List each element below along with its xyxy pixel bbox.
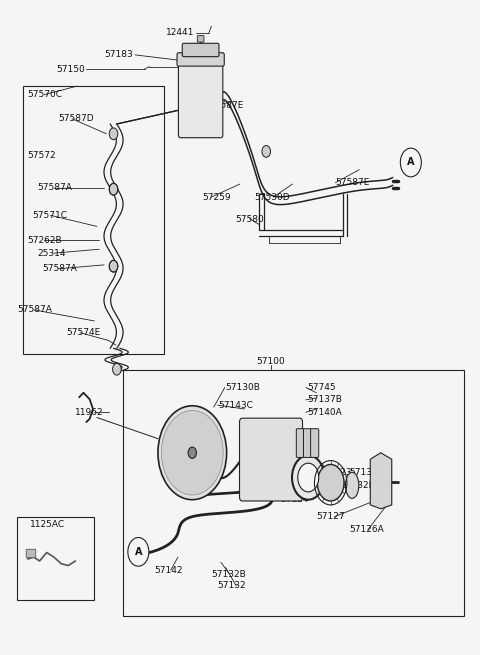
Text: 57571C: 57571C bbox=[33, 211, 67, 220]
Text: 57120: 57120 bbox=[173, 444, 202, 453]
Circle shape bbox=[109, 128, 118, 140]
Text: 25314: 25314 bbox=[37, 249, 66, 257]
Circle shape bbox=[161, 411, 223, 495]
Circle shape bbox=[109, 260, 118, 272]
Text: 57183: 57183 bbox=[104, 50, 132, 60]
Circle shape bbox=[262, 145, 271, 157]
FancyBboxPatch shape bbox=[240, 418, 302, 501]
Text: 57587E: 57587E bbox=[209, 102, 243, 110]
Circle shape bbox=[400, 148, 421, 177]
Text: 1125AC: 1125AC bbox=[30, 520, 65, 529]
Text: 57123: 57123 bbox=[324, 468, 352, 477]
Text: 57587E: 57587E bbox=[336, 178, 370, 187]
Text: 57587A: 57587A bbox=[37, 183, 72, 193]
Text: 12441: 12441 bbox=[166, 28, 195, 37]
FancyBboxPatch shape bbox=[123, 370, 464, 616]
Text: 57124: 57124 bbox=[281, 495, 309, 504]
FancyBboxPatch shape bbox=[26, 550, 36, 558]
Polygon shape bbox=[370, 453, 392, 509]
FancyBboxPatch shape bbox=[303, 429, 312, 457]
FancyBboxPatch shape bbox=[182, 43, 219, 57]
Text: 57745: 57745 bbox=[307, 383, 336, 392]
Circle shape bbox=[292, 455, 324, 500]
Text: 57530D: 57530D bbox=[254, 193, 290, 202]
FancyBboxPatch shape bbox=[296, 429, 304, 457]
Text: 57587D: 57587D bbox=[59, 114, 94, 123]
Text: 57137B: 57137B bbox=[307, 396, 342, 404]
Text: 57150: 57150 bbox=[56, 65, 85, 74]
Text: 57587A: 57587A bbox=[42, 265, 77, 273]
FancyBboxPatch shape bbox=[311, 429, 319, 457]
FancyBboxPatch shape bbox=[177, 53, 224, 66]
Text: A: A bbox=[407, 157, 415, 168]
Circle shape bbox=[317, 464, 344, 501]
Text: 57126A: 57126A bbox=[350, 525, 384, 534]
Text: 57580: 57580 bbox=[235, 215, 264, 225]
Text: 57132: 57132 bbox=[350, 468, 378, 477]
FancyBboxPatch shape bbox=[23, 86, 164, 354]
Text: A: A bbox=[134, 547, 142, 557]
Text: 57132B: 57132B bbox=[340, 481, 375, 491]
Text: 57100: 57100 bbox=[257, 357, 286, 366]
Circle shape bbox=[113, 364, 121, 375]
Text: 57262B: 57262B bbox=[28, 236, 62, 244]
FancyBboxPatch shape bbox=[197, 35, 204, 42]
Text: 57115: 57115 bbox=[285, 452, 314, 461]
Circle shape bbox=[128, 538, 149, 566]
FancyBboxPatch shape bbox=[179, 62, 223, 138]
Text: 11962: 11962 bbox=[75, 408, 104, 417]
Text: 57574E: 57574E bbox=[66, 328, 100, 337]
FancyBboxPatch shape bbox=[17, 517, 95, 600]
Text: 57587A: 57587A bbox=[17, 305, 52, 314]
Text: 57140A: 57140A bbox=[307, 408, 342, 417]
Text: 57572: 57572 bbox=[28, 151, 56, 160]
Circle shape bbox=[109, 183, 118, 195]
Text: 57132: 57132 bbox=[217, 581, 246, 590]
Text: 57132B: 57132B bbox=[211, 570, 246, 578]
Circle shape bbox=[188, 447, 196, 458]
Text: 57143C: 57143C bbox=[218, 401, 253, 409]
Text: 57142: 57142 bbox=[154, 566, 182, 574]
Circle shape bbox=[298, 463, 319, 492]
Circle shape bbox=[158, 405, 227, 500]
Text: 57127: 57127 bbox=[316, 512, 345, 521]
Text: 57259: 57259 bbox=[202, 193, 230, 202]
Text: 57130B: 57130B bbox=[226, 383, 261, 392]
Ellipse shape bbox=[346, 472, 359, 498]
Text: 57570C: 57570C bbox=[28, 90, 62, 99]
